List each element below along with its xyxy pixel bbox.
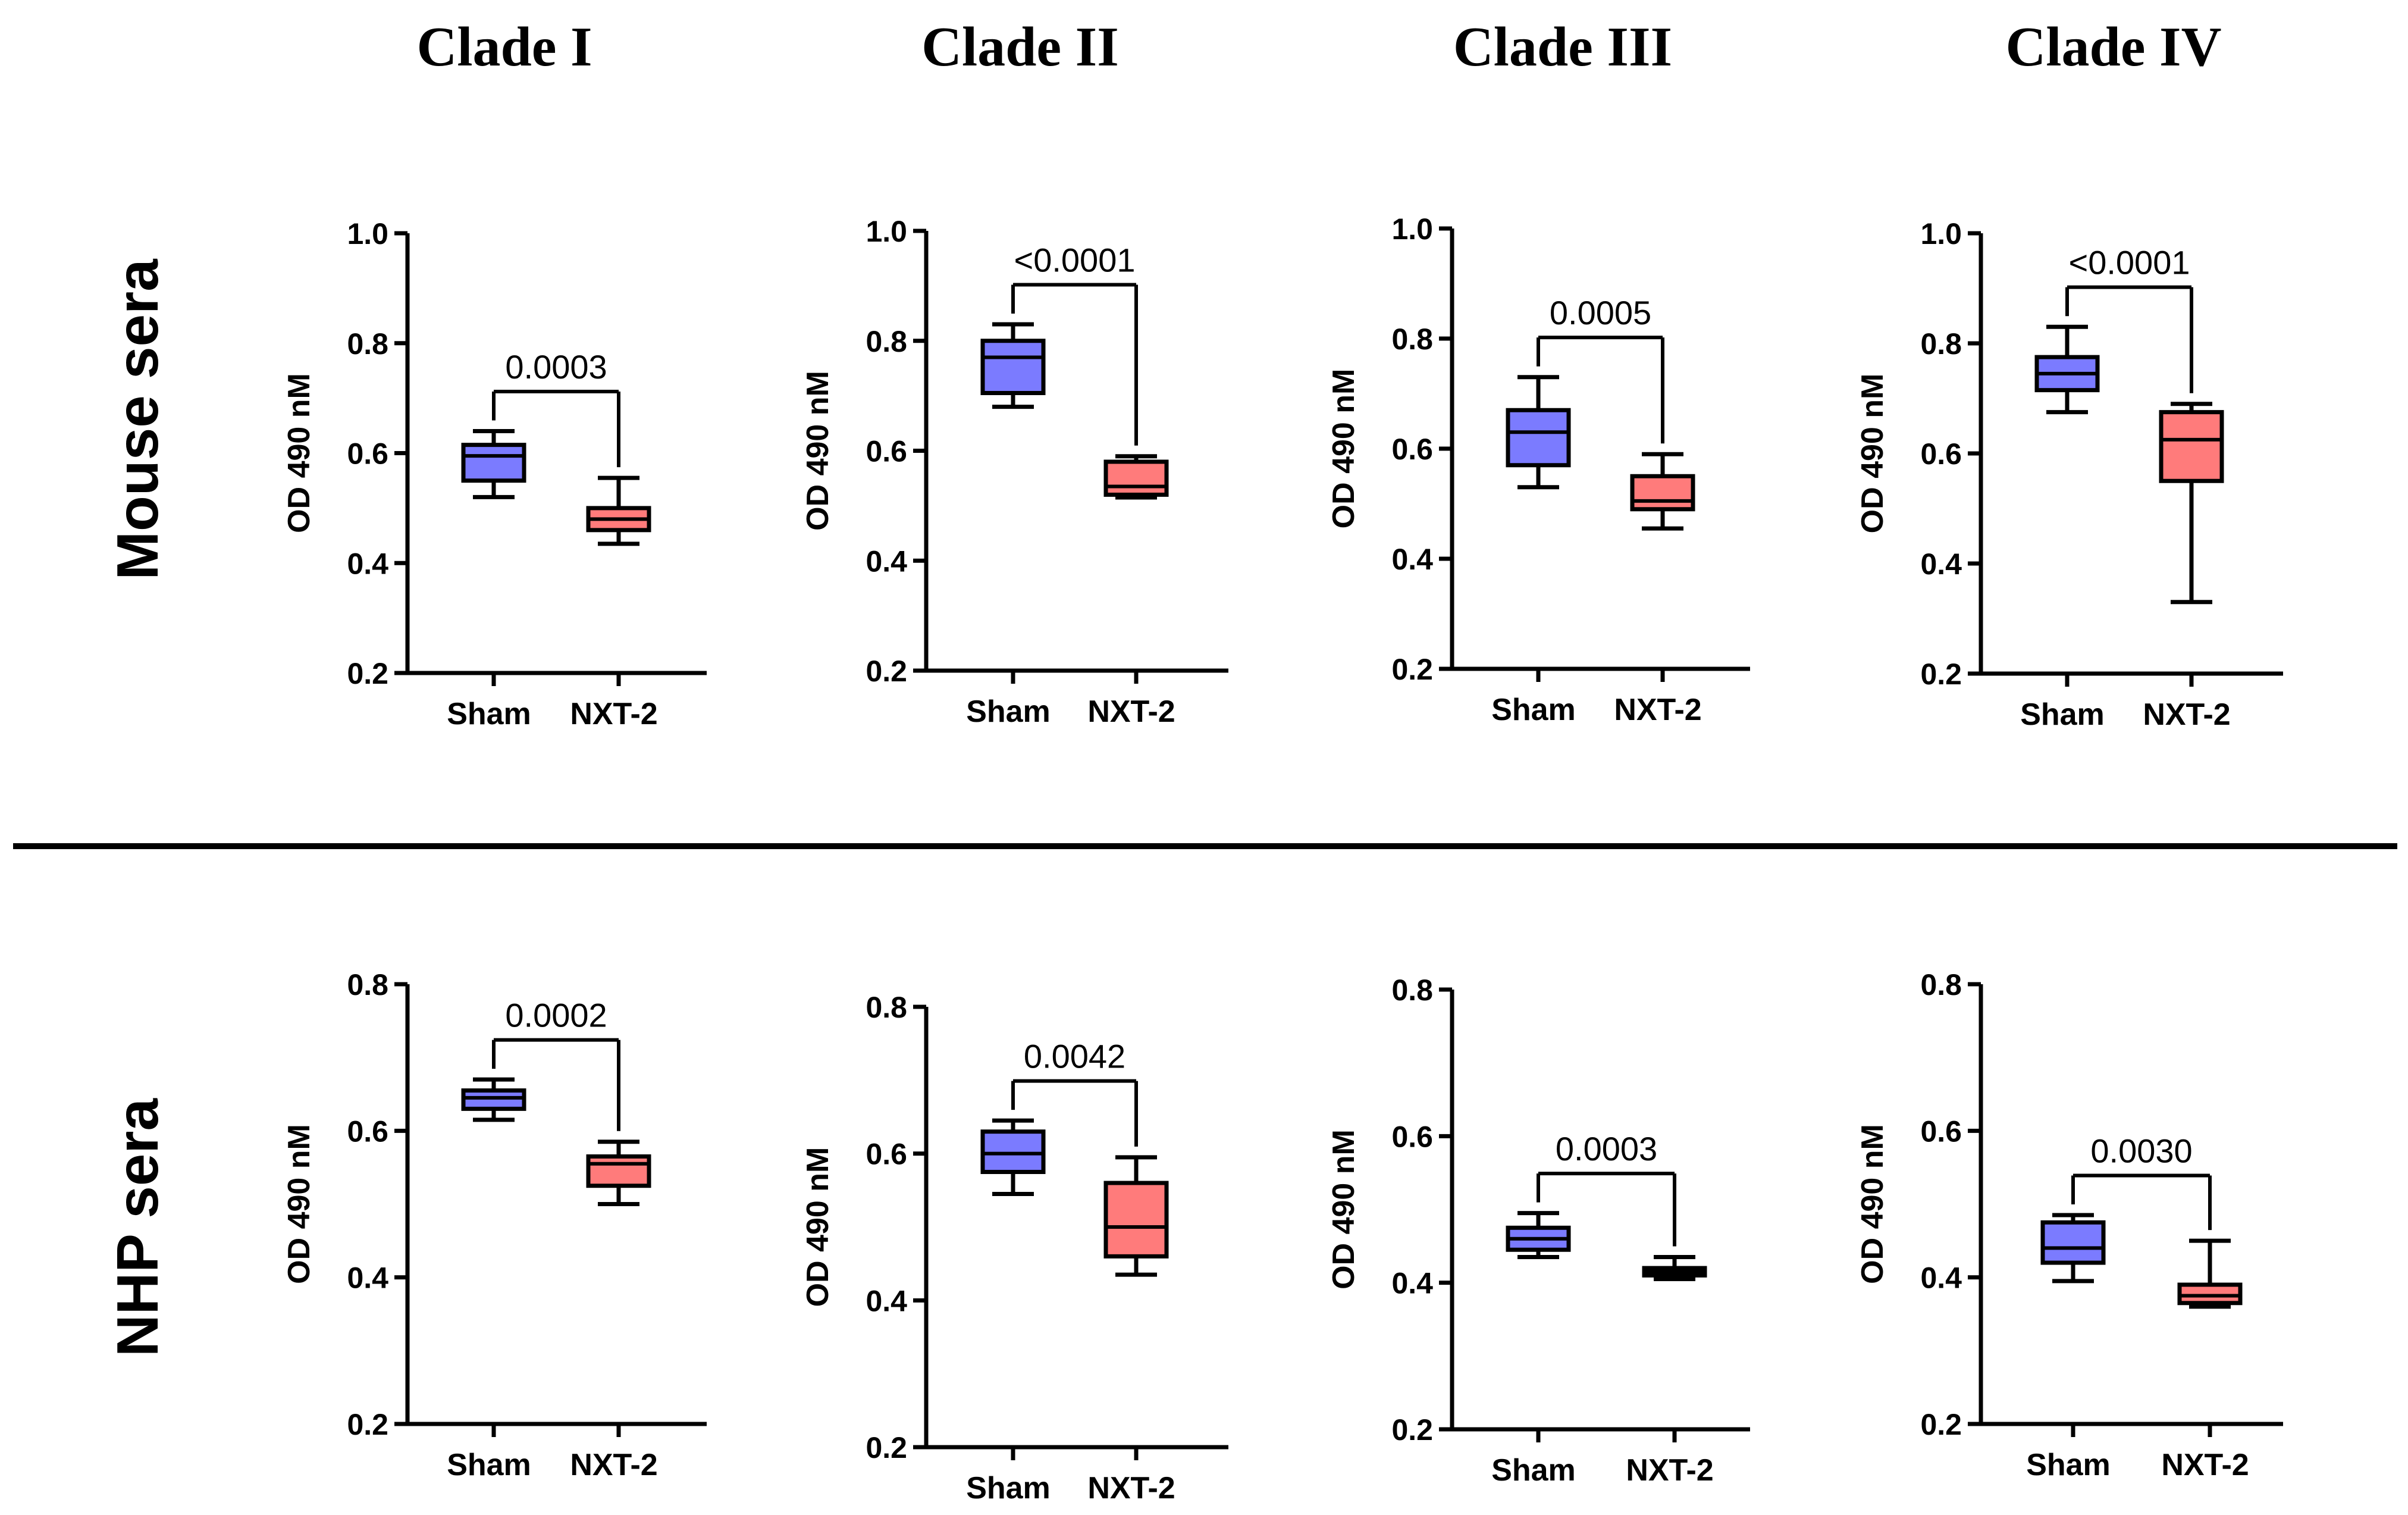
panel-1-y-tick-label-0: 0.2 [347, 657, 388, 690]
panel-1-y-tick-label-3: 0.8 [347, 327, 388, 361]
panel-4-pvalue: <0.0001 [2069, 244, 2190, 281]
panel-7-nxt2-label: NXT-2 [1626, 1453, 1713, 1488]
panel-1-sham-box [461, 443, 526, 483]
row-label-nhp: NHP sera [105, 1097, 170, 1357]
panel-1-sham-label: Sham [447, 697, 531, 731]
panel-7-y-tick-label-2: 0.6 [1391, 1120, 1433, 1153]
panel-1-y-tick-label-4: 1.0 [347, 217, 388, 251]
panel-2-y-tick-label-3: 0.8 [866, 325, 907, 358]
panel-5-nxt2-label: NXT-2 [570, 1448, 657, 1482]
panel-8-y-label: OD 490 nM [1855, 1124, 1890, 1284]
panel-2-y-tick-label-1: 0.4 [866, 544, 907, 578]
panel-3-y-tick-label-1: 0.4 [1391, 543, 1433, 576]
panel-4-nxt2-label: NXT-2 [2143, 697, 2230, 732]
panel-6-pvalue: 0.0042 [1024, 1038, 1125, 1075]
panel-7-sham-label: Sham [1491, 1453, 1576, 1488]
panel-4-sham-label: Sham [2020, 697, 2105, 732]
panel-5-y-tick-label-0: 0.2 [347, 1408, 388, 1441]
panel-4-y-tick-label-4: 1.0 [1920, 217, 1962, 251]
panel-4-y-label: OD 490 nM [1855, 374, 1890, 534]
panel-6-y-tick-label-0: 0.2 [866, 1431, 907, 1464]
panel-8-y-tick-label-3: 0.8 [1920, 968, 1962, 1001]
panel-8-sham-box [2040, 1220, 2106, 1265]
panel-6-y-tick-label-2: 0.6 [866, 1138, 907, 1171]
panel-8-y-tick-label-0: 0.2 [1920, 1408, 1962, 1441]
panel-5-sham-box [461, 1088, 526, 1111]
panel-7-y-tick-label-1: 0.4 [1391, 1267, 1433, 1300]
panel-5-pvalue: 0.0002 [505, 997, 607, 1034]
panel-8-y-tick-label-1: 0.4 [1920, 1262, 1962, 1295]
panel-2-sham-box [980, 339, 1046, 396]
panel-2-y-tick-label-4: 1.0 [866, 215, 907, 248]
panel-1-pvalue: 0.0003 [505, 348, 607, 386]
panel-3-nxt2-label: NXT-2 [1614, 693, 1701, 727]
panel-2-y-tick-label-0: 0.2 [866, 655, 907, 688]
panel-3-y-tick-label-4: 1.0 [1391, 212, 1433, 246]
panel-4-y-tick-label-3: 0.8 [1920, 327, 1962, 361]
panel-1-y-label: OD 490 nM [282, 373, 316, 533]
panel-2-nxt2-box [1103, 459, 1169, 497]
panel-5-sham-label: Sham [447, 1448, 531, 1482]
panel-7-y-tick-label-0: 0.2 [1391, 1413, 1433, 1447]
panel-5-y-tick-label-2: 0.6 [347, 1115, 388, 1148]
clade-title-1: Clade I [416, 16, 592, 78]
row-label-mouse: Mouse sera [105, 258, 170, 580]
panel-3-sham-box [1506, 408, 1571, 468]
panel-5-y-tick-label-3: 0.8 [347, 968, 388, 1001]
clade-title-4: Clade IV [2006, 16, 2222, 78]
panel-8-y-tick-label-2: 0.6 [1920, 1115, 1962, 1148]
panel-2-sham-label: Sham [966, 694, 1051, 729]
panel-1-y-tick-label-1: 0.4 [347, 547, 388, 580]
panel-3-y-tick-label-3: 0.8 [1391, 323, 1433, 356]
panel-2-pvalue: <0.0001 [1014, 242, 1136, 279]
clade-title-2: Clade II [921, 16, 1119, 78]
panel-3-nxt2-box [1630, 474, 1695, 512]
panel-5-nxt2-box [586, 1154, 651, 1188]
panel-1-nxt2-label: NXT-2 [570, 697, 657, 731]
panel-5-y-tick-label-1: 0.4 [347, 1262, 388, 1295]
panel-4-y-tick-label-1: 0.4 [1920, 547, 1962, 581]
panel-3-y-label: OD 490 nM [1327, 369, 1361, 529]
panel-7-pvalue: 0.0003 [1556, 1130, 1657, 1167]
panel-8-pvalue: 0.0030 [2090, 1132, 2192, 1169]
panel-6-y-tick-label-3: 0.8 [866, 991, 907, 1024]
panel-6-nxt2-box [1103, 1181, 1169, 1259]
panel-2-y-tick-label-2: 0.6 [866, 435, 907, 468]
panel-4-y-tick-label-0: 0.2 [1920, 658, 1962, 691]
panel-6-nxt2-label: NXT-2 [1087, 1471, 1175, 1505]
panel-2-y-label: OD 490 nM [801, 371, 835, 531]
panel-3-y-tick-label-0: 0.2 [1391, 653, 1433, 686]
panel-6-y-tick-label-1: 0.4 [866, 1284, 907, 1317]
panel-7-y-label: OD 490 nM [1327, 1129, 1361, 1289]
panel-8-nxt2-box [2177, 1282, 2243, 1306]
panels: 0.2 0.4 0.6 0.8 1.0 OD 490 nM Sham NXT-2 0.0003 0… [282, 212, 2283, 1505]
panel-4-y-tick-label-2: 0.6 [1920, 437, 1962, 471]
panel-5-y-label: OD 490 nM [282, 1124, 316, 1284]
panel-8-nxt2-label: NXT-2 [2161, 1448, 2249, 1482]
panel-6-y-label: OD 490 nM [801, 1147, 835, 1307]
panel-6-sham-label: Sham [966, 1471, 1051, 1505]
panel-3-sham-label: Sham [1491, 693, 1576, 727]
panel-3-y-tick-label-2: 0.6 [1391, 433, 1433, 466]
panel-7-y-tick-label-3: 0.8 [1391, 974, 1433, 1007]
panel-3-pvalue: 0.0005 [1550, 294, 1651, 331]
panel-8-sham-label: Sham [2026, 1448, 2111, 1482]
panel-1-y-tick-label-2: 0.6 [347, 437, 388, 471]
panel-4-nxt2-box [2159, 410, 2224, 483]
panel-6-sham-box [980, 1129, 1046, 1174]
panel-2-nxt2-label: NXT-2 [1087, 694, 1175, 729]
clade-title-3: Clade III [1453, 16, 1672, 78]
